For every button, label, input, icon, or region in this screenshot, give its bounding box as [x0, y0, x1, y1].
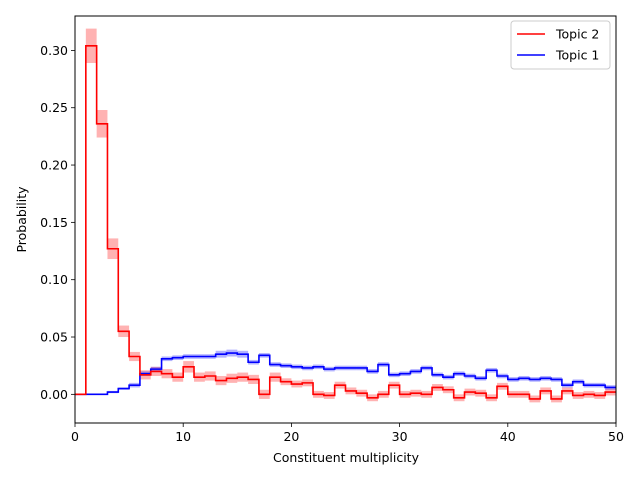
y-tick-label: 0.25 — [40, 100, 68, 115]
y-tick-label: 0.15 — [40, 215, 68, 230]
legend-label: Topic 1 — [555, 48, 599, 63]
x-tick-label: 50 — [608, 429, 624, 444]
y-tick-label: 0.00 — [40, 387, 68, 402]
x-tick-label: 10 — [175, 429, 191, 444]
y-tick-label: 0.20 — [40, 158, 68, 173]
topic-2-step-line — [75, 45, 616, 400]
y-tick-label: 0.10 — [40, 272, 68, 287]
legend: Topic 2 Topic 1 — [510, 20, 611, 70]
axes: 0 10 20 30 40 50 0.00 0.05 0.10 0.15 0.20 0.25 0.30 — [40, 15, 624, 444]
y-axis-label: Probability — [14, 186, 29, 253]
x-axis-label: Constituent multiplicity — [273, 450, 420, 465]
x-tick-label: 0 — [71, 429, 79, 444]
plot-area — [75, 28, 616, 403]
y-tick-label: 0.30 — [40, 43, 68, 58]
legend-label: Topic 2 — [555, 27, 599, 42]
topic-1-step-line — [75, 352, 616, 396]
legend-box — [510, 20, 611, 70]
y-tick-label: 0.05 — [40, 330, 68, 345]
x-tick-label: 40 — [500, 429, 516, 444]
x-tick-label: 30 — [392, 429, 408, 444]
x-tick-label: 20 — [283, 429, 299, 444]
axes-frame — [74, 15, 617, 424]
series-group — [75, 28, 616, 403]
